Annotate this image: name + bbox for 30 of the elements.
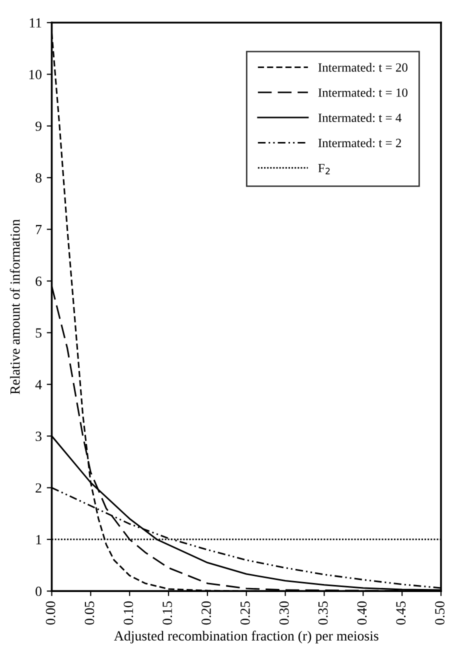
y-tick-label: 8 bbox=[36, 173, 42, 183]
y-tick-label: 9 bbox=[36, 122, 42, 131]
y-tick-label: 6 bbox=[36, 276, 42, 286]
x-tick-label: 0.40 bbox=[357, 601, 367, 625]
x-tick-label: 0.15 bbox=[162, 601, 172, 625]
x-tick-label: 0.20 bbox=[202, 601, 211, 625]
y-axis-title: Relative amount of information bbox=[10, 219, 20, 394]
y-tick-label: 0 bbox=[36, 586, 42, 596]
legend-label: Intermated: t = 4 bbox=[318, 113, 402, 122]
x-axis-title: Adjusted recombination fraction (r) per meiosis bbox=[114, 630, 378, 644]
legend-label: Intermated: t = 20 bbox=[318, 62, 408, 72]
x-tick-label: 0.45 bbox=[396, 601, 406, 625]
y-tick-label: 7 bbox=[36, 225, 42, 234]
x-tick-label: 0.25 bbox=[240, 601, 250, 625]
y-tick-label: 3 bbox=[36, 432, 42, 442]
y-tick-label: 2 bbox=[36, 483, 42, 493]
x-tick-label: 0.35 bbox=[318, 601, 328, 625]
y-tick-label: 1 bbox=[36, 535, 42, 544]
legend-label: Intermated: t = 2 bbox=[318, 138, 401, 148]
y-tick-label: 5 bbox=[36, 328, 42, 338]
x-tick-label: 0.30 bbox=[279, 601, 289, 625]
y-tick-label: 10 bbox=[29, 70, 42, 80]
x-tick-label: 0.10 bbox=[124, 601, 134, 625]
x-tick-label: 0.50 bbox=[435, 601, 445, 625]
legend-label: Intermated: t = 10 bbox=[318, 88, 408, 97]
y-tick-label: 11 bbox=[30, 18, 42, 28]
legend-label: F$_{2}$ bbox=[318, 164, 330, 174]
x-tick-label: 0.00 bbox=[46, 601, 56, 625]
y-tick-label: 4 bbox=[35, 380, 42, 390]
x-tick-label: 0.05 bbox=[84, 601, 94, 625]
